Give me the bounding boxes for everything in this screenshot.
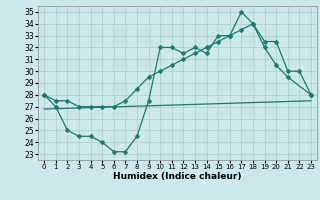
X-axis label: Humidex (Indice chaleur): Humidex (Indice chaleur) (113, 172, 242, 181)
